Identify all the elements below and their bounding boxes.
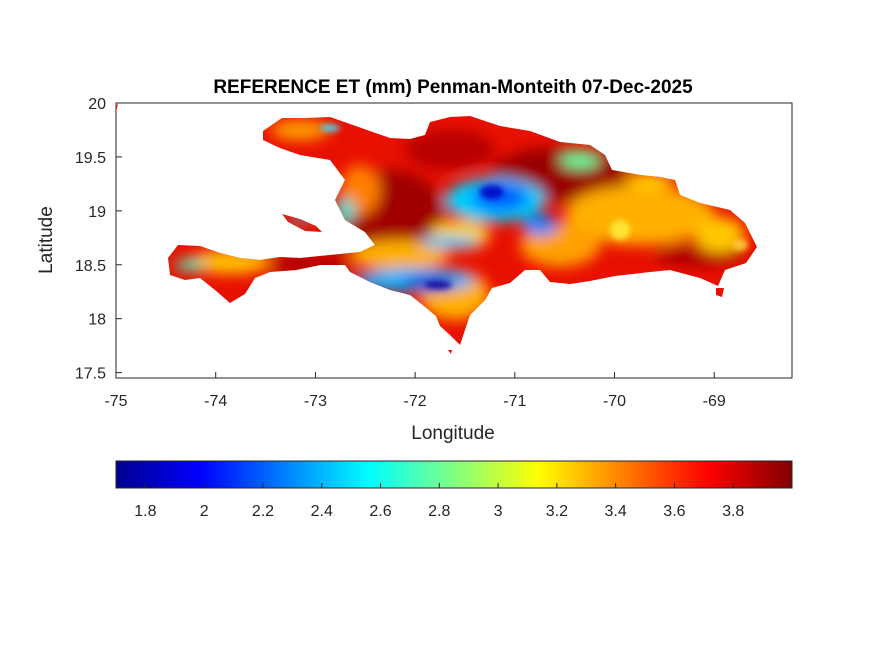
x-tick-label: -69 (703, 393, 726, 410)
chart-title: REFERENCE ET (mm) Penman-Monteith 07-Dec… (213, 77, 693, 98)
colorbar-tick-label: 2.2 (252, 503, 274, 520)
x-tick-label: -73 (304, 393, 327, 410)
colorbar-tick-label: 2.6 (369, 503, 391, 520)
y-tick-label: 18.5 (75, 258, 106, 275)
y-tick-label: 19.5 (75, 150, 106, 167)
colorbar-tick-label: 2.8 (428, 503, 450, 520)
colorbar-tick-label: 1.8 (134, 503, 156, 520)
x-tick-label: -74 (204, 393, 227, 410)
y-tick-label: 19 (88, 204, 106, 221)
y-tick-label: 17.5 (75, 366, 106, 383)
colorbar (115, 460, 793, 489)
colorbar-tick-label: 3.4 (605, 503, 627, 520)
x-tick-label: -71 (503, 393, 526, 410)
colorbar-ticks: 1.8 2 2.2 2.4 2.6 2.8 3 3.2 3.4 3.6 3.8 (134, 483, 744, 520)
colorbar-tick-label: 2 (200, 503, 209, 520)
x-tick-label: -72 (404, 393, 427, 410)
y-axis-label: Latitude (36, 206, 57, 274)
x-tick-label: -70 (603, 393, 626, 410)
x-axis: -75 -74 -73 -72 -71 -70 -69 (104, 372, 726, 410)
colorbar-tick-label: 3.6 (663, 503, 685, 520)
x-axis-label: Longitude (411, 423, 494, 444)
y-tick-label: 18 (88, 312, 106, 329)
colorbar-tick-label: 2.4 (311, 503, 333, 520)
colorbar-tick-label: 3.8 (722, 503, 744, 520)
colorbar-tick-label: 3.2 (546, 503, 568, 520)
x-tick-label: -75 (104, 393, 127, 410)
y-axis: 17.5 18 18.5 19 19.5 20 (75, 96, 122, 383)
y-tick-label: 20 (88, 96, 106, 113)
colorbar-tick-label: 3 (494, 503, 503, 520)
